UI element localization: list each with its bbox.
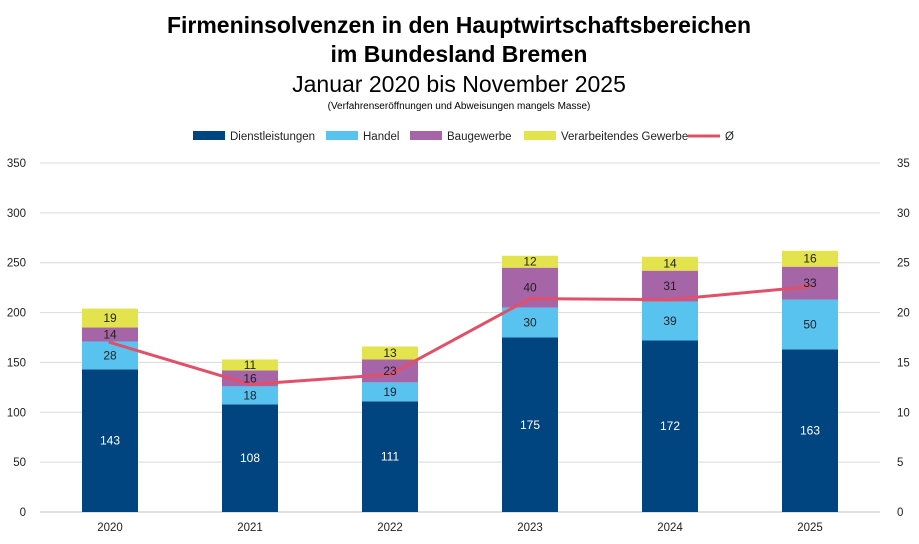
- data-label: 108: [240, 451, 260, 465]
- bar-segment: [222, 404, 278, 512]
- y-right-tick-label: 25: [897, 258, 910, 270]
- data-labels: 1432814191081816111111923131753040121723…: [100, 252, 820, 465]
- data-label: 40: [523, 281, 537, 295]
- data-label: 18: [243, 388, 257, 402]
- legend-label: Verarbeitendes Gewerbe: [561, 131, 688, 143]
- bar-segment: [82, 327, 138, 342]
- bar-stacks: [82, 250, 838, 512]
- y-left-tick-label: 50: [13, 457, 26, 469]
- y-left-tick-label: 300: [7, 208, 26, 220]
- legend-swatch: [524, 131, 556, 140]
- y-right-tick-label: 0: [897, 507, 903, 519]
- y-right-tick-label: 35: [897, 158, 910, 170]
- y-right-tick-label: 5: [897, 457, 903, 469]
- data-label: 28: [103, 348, 117, 362]
- bar-segment: [82, 308, 138, 328]
- bar-segment: [782, 299, 838, 350]
- data-label: 16: [243, 371, 257, 385]
- data-label: 31: [663, 279, 677, 293]
- legend-swatch: [193, 131, 225, 140]
- y-left-tick-label: 100: [7, 407, 26, 419]
- bar-segment: [502, 255, 558, 268]
- data-label: 16: [803, 252, 817, 266]
- data-label: 11: [244, 358, 257, 372]
- bar-segment: [222, 386, 278, 405]
- y-right-tick-label: 20: [897, 308, 910, 320]
- data-label: 33: [803, 276, 817, 290]
- bar-segment: [642, 301, 698, 341]
- legend-label: Baugewerbe: [447, 131, 512, 143]
- y-left-tick-label: 250: [7, 258, 26, 270]
- y-left-tick-label: 0: [20, 507, 26, 519]
- bar-segment: [642, 256, 698, 271]
- bar-segment: [502, 337, 558, 512]
- bar-segment: [502, 267, 558, 308]
- bar-segment: [782, 266, 838, 300]
- bar-segment: [362, 346, 418, 360]
- y-left-tick-label: 200: [7, 308, 26, 320]
- x-axis: 2020 2021 2022 2023 2024 2025: [97, 522, 823, 534]
- data-label: 163: [800, 424, 820, 438]
- x-tick-label: 2024: [657, 522, 683, 534]
- x-tick-label: 2020: [97, 522, 123, 534]
- data-label: 14: [663, 257, 677, 271]
- bar-segment: [782, 250, 838, 267]
- data-label: 111: [381, 450, 400, 464]
- legend: Dienstleistungen Handel Baugewerbe Verarbei…: [193, 131, 734, 143]
- legend-label: Handel: [363, 131, 399, 143]
- legend-swatch: [410, 131, 442, 140]
- y-right-tick-label: 15: [897, 357, 910, 369]
- chart-note: (Verfahrenseröffnungen und Abweisungen m…: [328, 101, 591, 112]
- bar-segment: [782, 349, 838, 512]
- bar-segment: [222, 359, 278, 371]
- y-axis-right: 0 5 10 15 20 25 30 35: [897, 158, 910, 519]
- data-label: 175: [520, 418, 540, 432]
- data-label: 39: [663, 314, 677, 328]
- x-tick-label: 2021: [237, 522, 263, 534]
- y-axis-left: 0 50 100 150 200 250 300 350: [7, 158, 26, 519]
- x-tick-label: 2023: [517, 522, 543, 534]
- bar-segment: [502, 307, 558, 338]
- data-label: 13: [383, 346, 397, 360]
- y-right-tick-label: 30: [897, 208, 910, 220]
- legend-label: Dienstleistungen: [230, 131, 315, 143]
- bar-segment: [362, 401, 418, 512]
- data-label: 30: [523, 316, 537, 330]
- y-left-tick-label: 150: [7, 357, 26, 369]
- chart-subtitle: Januar 2020 bis November 2025: [292, 71, 626, 97]
- chart-title-line2: im Bundesland Bremen: [331, 41, 588, 67]
- data-label: 172: [660, 419, 680, 433]
- data-label: 50: [803, 318, 817, 332]
- y-right-tick-label: 10: [897, 407, 910, 419]
- data-label: 23: [383, 364, 397, 378]
- data-label: 12: [523, 255, 537, 269]
- chart-title-line1: Firmeninsolvenzen in den Hauptwirtschaft…: [167, 12, 751, 38]
- x-tick-label: 2022: [377, 522, 403, 534]
- bar-segment: [82, 341, 138, 370]
- average-line: [108, 285, 812, 386]
- x-tick-label: 2025: [797, 522, 823, 534]
- legend-swatch: [326, 131, 358, 140]
- bar-segment: [642, 340, 698, 512]
- data-label: 19: [103, 311, 117, 325]
- data-label: 143: [100, 434, 120, 448]
- data-label: 19: [383, 385, 397, 399]
- data-label: 14: [103, 328, 117, 342]
- y-left-tick-label: 350: [7, 158, 26, 170]
- legend-label: Ø: [725, 131, 734, 143]
- bar-segment: [82, 369, 138, 512]
- average-line-path: [108, 285, 812, 386]
- bar-segment: [362, 382, 418, 402]
